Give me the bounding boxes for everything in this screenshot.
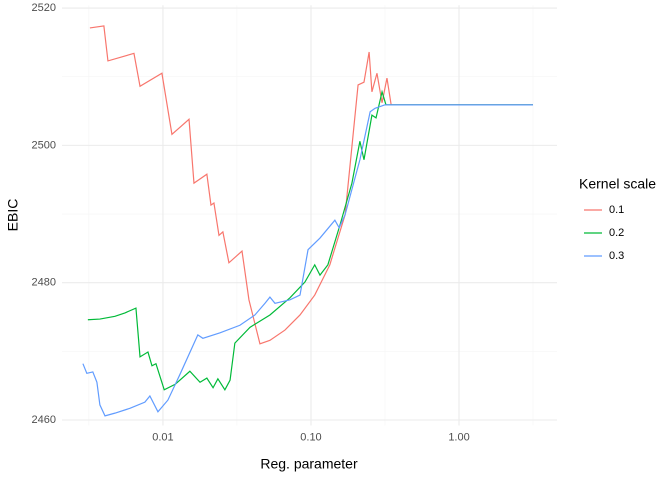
series-line	[82, 104, 533, 417]
y-tick-label: 2460	[32, 414, 56, 426]
y-tick-label: 2500	[32, 139, 56, 151]
y-axis-title: EBIC	[5, 199, 21, 232]
series-line	[89, 25, 533, 345]
x-tick-label: 1.00	[448, 431, 469, 443]
grid	[62, 5, 557, 426]
y-tick-label: 2480	[32, 277, 56, 289]
plot-lines	[82, 25, 533, 417]
x-tick-label: 0.10	[300, 431, 321, 443]
legend-title: Kernel scale	[579, 176, 656, 192]
legend-label: 0.1	[609, 204, 624, 216]
legend-label: 0.2	[609, 227, 624, 239]
series-line	[87, 89, 533, 391]
legend-label: 0.3	[609, 250, 624, 262]
x-tick-label: 0.01	[152, 431, 173, 443]
x-axis-title: Reg. parameter	[260, 456, 358, 472]
y-tick-label: 2520	[32, 2, 56, 14]
